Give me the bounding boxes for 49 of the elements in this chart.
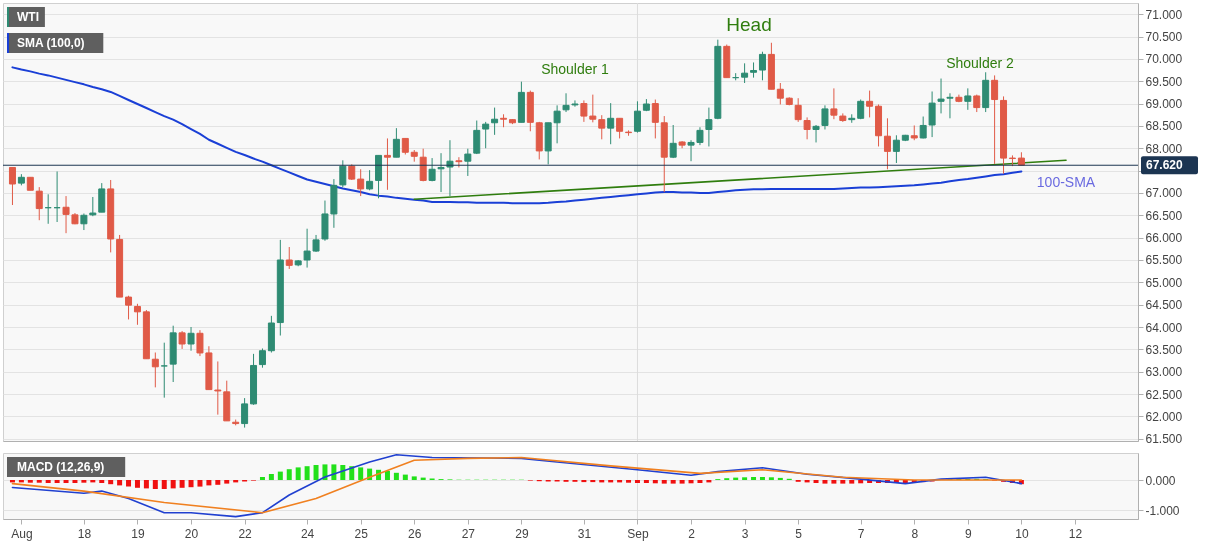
x-tick-label: 9 — [964, 526, 972, 541]
x-tick-label: 29 — [515, 526, 529, 541]
x-tick-label: 22 — [238, 526, 253, 541]
text: MACD (12,26,9) — [17, 460, 105, 474]
x-tick-label: 2 — [688, 526, 696, 541]
y-tick-label: 68.500 — [1145, 119, 1183, 134]
x-tick-label: 27 — [461, 526, 476, 541]
x-tick-label: 10 — [1015, 526, 1029, 541]
y-tick-label: 63.500 — [1145, 342, 1183, 357]
y-tick-label: 70.500 — [1145, 30, 1183, 45]
y-tick-label: 62.000 — [1145, 409, 1183, 424]
y-tick-label: -1.000 — [1145, 503, 1180, 518]
x-tick-label: 3 — [741, 526, 749, 541]
y-tick-label: 68.000 — [1145, 141, 1183, 156]
x-tick-label: Sep — [627, 526, 649, 541]
y-tick-label: 69.000 — [1145, 97, 1183, 112]
y-tick-label: 62.500 — [1145, 387, 1183, 402]
x-tick-label: 20 — [184, 526, 199, 541]
y-tick-label: 64.500 — [1145, 298, 1183, 313]
x-tick-label: 19 — [131, 526, 145, 541]
x-tick-label: 5 — [795, 526, 803, 541]
y-tick-label: 69.500 — [1145, 74, 1183, 89]
x-tick-label: 18 — [77, 526, 92, 541]
ref-line-label: 67.620 — [1146, 158, 1184, 173]
x-tick-label: 31 — [577, 526, 592, 541]
legend-label: WTI — [17, 10, 39, 24]
y-tick-label: 63.000 — [1145, 365, 1183, 380]
y-tick-label: 66.500 — [1145, 208, 1183, 223]
annotation: Head — [726, 14, 772, 35]
y-tick-label: 65.000 — [1145, 275, 1183, 290]
y-tick-label: 0.000 — [1145, 473, 1176, 488]
x-tick-label: 25 — [354, 526, 369, 541]
annotation: Shoulder 2 — [946, 55, 1015, 71]
y-tick-label: 64.000 — [1145, 320, 1183, 335]
annotation: 100-SMA — [1036, 174, 1096, 190]
x-tick-label: 26 — [408, 526, 422, 541]
x-tick-label: 12 — [1068, 526, 1083, 541]
y-tick-label: 71.000 — [1145, 7, 1183, 22]
x-tick-label: Aug — [11, 526, 33, 541]
y-tick-label: 61.500 — [1145, 432, 1183, 447]
y-tick-label: 67.000 — [1145, 186, 1183, 201]
x-tick-label: 7 — [857, 526, 865, 541]
y-tick-label: 70.000 — [1145, 52, 1183, 67]
x-tick-label: 8 — [911, 526, 919, 541]
x-tick-label: 24 — [300, 526, 315, 541]
legend-label: SMA (100,0) — [17, 36, 85, 50]
y-tick-label: 65.500 — [1145, 253, 1183, 268]
annotation: Shoulder 1 — [541, 61, 610, 77]
y-tick-label: 66.000 — [1145, 231, 1183, 246]
